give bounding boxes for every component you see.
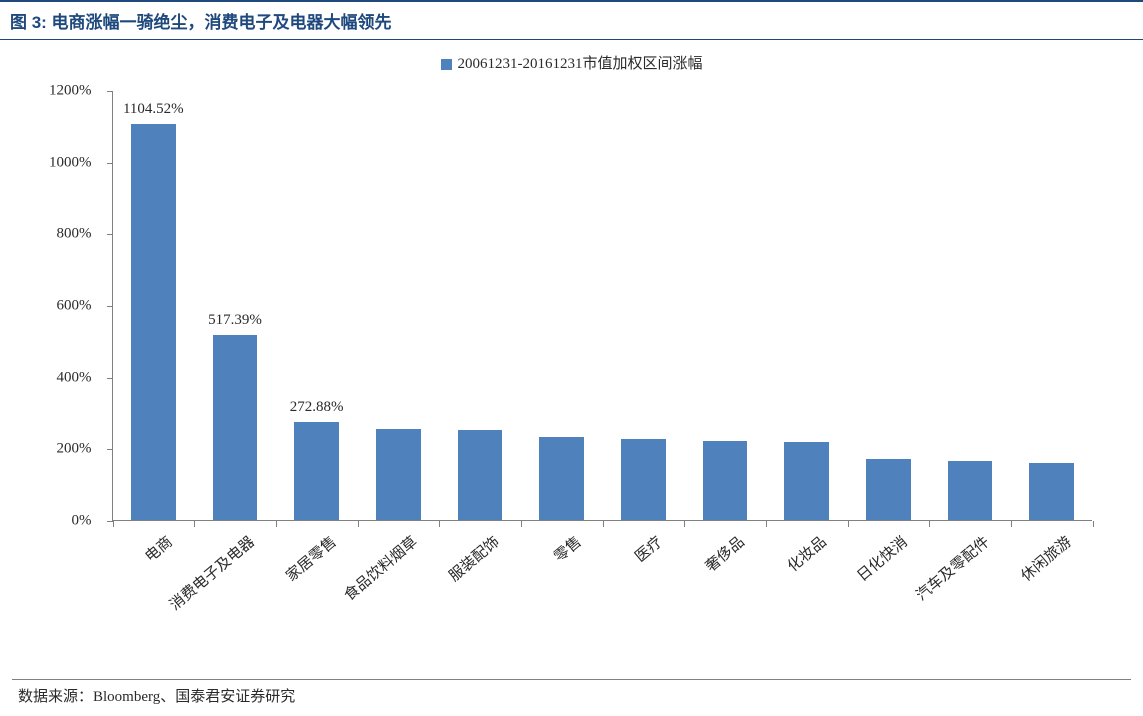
x-category-label: 消费电子及电器: [161, 531, 259, 618]
x-category-label: 服装配饰: [406, 531, 504, 618]
y-tick-mark: [107, 234, 113, 235]
x-category-label: 奢侈品: [651, 531, 749, 618]
y-tick-label: 1200%: [32, 83, 92, 100]
y-tick-label: 1000%: [32, 154, 92, 171]
x-tick-mark: [1011, 521, 1012, 527]
bar: [948, 461, 993, 520]
x-category-label: 电商: [79, 531, 177, 618]
x-tick-mark: [766, 521, 767, 527]
x-tick-mark: [194, 521, 195, 527]
x-tick-mark: [276, 521, 277, 527]
x-tick-mark: [521, 521, 522, 527]
legend-label: 20061231-20161231市值加权区间涨幅: [458, 56, 703, 72]
x-tick-mark: [358, 521, 359, 527]
bar-value-label: 1104.52%: [123, 101, 184, 118]
bar-value-label: 272.88%: [290, 399, 344, 416]
legend: 20061231-20161231市值加权区间涨幅: [0, 40, 1143, 81]
bar: [539, 437, 584, 520]
bar: [703, 441, 748, 520]
x-tick-mark: [603, 521, 604, 527]
y-tick-mark: [107, 306, 113, 307]
figure-title: 图 3: 电商涨幅一骑绝尘，消费电子及电器大幅领先: [0, 0, 1143, 40]
bar: [784, 442, 829, 520]
bar: [1029, 463, 1074, 520]
x-tick-mark: [684, 521, 685, 527]
y-tick-mark: [107, 449, 113, 450]
x-tick-mark: [1093, 521, 1094, 527]
bar: [213, 335, 258, 520]
bar: [621, 439, 666, 520]
bar: [294, 422, 339, 520]
y-tick-mark: [107, 91, 113, 92]
y-tick-label: 400%: [32, 369, 92, 386]
y-tick-label: 800%: [32, 226, 92, 243]
chart-container: 1104.52%电商517.39%消费电子及电器272.88%家居零售食品饮料烟…: [32, 81, 1112, 581]
bar: [866, 459, 911, 520]
y-tick-mark: [107, 378, 113, 379]
x-category-label: 休闲旅游: [977, 531, 1075, 618]
bar-value-label: 517.39%: [208, 312, 262, 329]
y-tick-label: 0%: [32, 513, 92, 530]
y-tick-mark: [107, 163, 113, 164]
x-tick-mark: [113, 521, 114, 527]
x-tick-mark: [929, 521, 930, 527]
footer-separator: [12, 679, 1131, 680]
y-tick-label: 600%: [32, 298, 92, 315]
data-source: 数据来源：Bloomberg、国泰君安证券研究: [18, 685, 295, 706]
x-tick-mark: [439, 521, 440, 527]
plot-area: 1104.52%电商517.39%消费电子及电器272.88%家居零售食品饮料烟…: [112, 91, 1092, 521]
bar: [458, 430, 503, 520]
bar: [376, 429, 421, 520]
x-category-label: 汽车及零配件: [896, 531, 994, 618]
legend-marker: [441, 59, 452, 70]
y-tick-label: 200%: [32, 441, 92, 458]
bar: [131, 124, 176, 520]
x-tick-mark: [848, 521, 849, 527]
